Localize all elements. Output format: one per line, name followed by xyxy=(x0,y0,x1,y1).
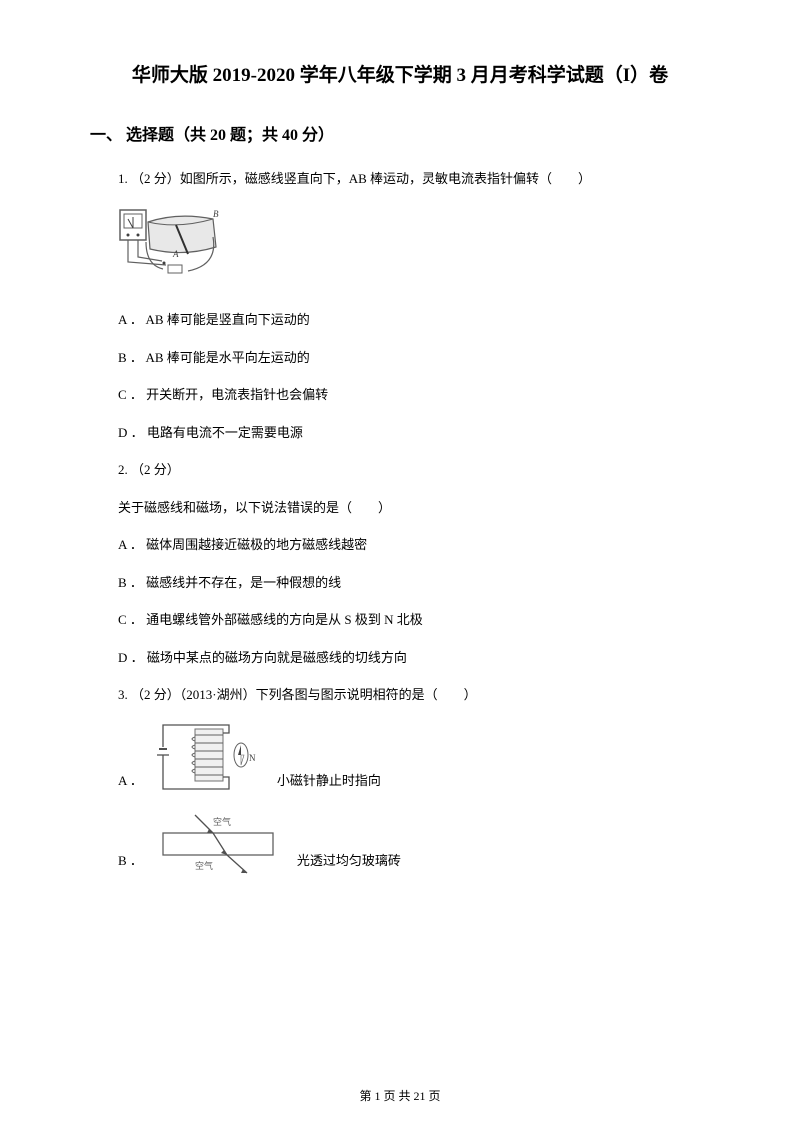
q3-option-a-text: 小磁针静止时指向 xyxy=(277,771,381,791)
svg-text:空气: 空气 xyxy=(213,816,231,827)
question-1: 1. （2 分）如图所示，磁感线竖直向下，AB 棒运动，灵敏电流表指针偏转（ ）… xyxy=(118,169,710,442)
page-footer: 第 1 页 共 21 页 xyxy=(0,1087,800,1104)
q2-stem-num: 2. （2 分） xyxy=(118,460,710,480)
q3-option-a-prefix: A ． xyxy=(118,771,143,791)
q1-option-a: A ． AB 棒可能是竖直向下运动的 xyxy=(118,310,710,330)
q3-option-b-prefix: B ． xyxy=(118,851,143,871)
light-refraction-glass-icon: 空气 空气 xyxy=(155,813,285,875)
q2-option-c: C ． 通电螺线管外部磁感线的方向是从 S 极到 N 北极 xyxy=(118,610,710,630)
page-title: 华师大版 2019-2020 学年八年级下学期 3 月月考科学试题（I）卷 xyxy=(90,60,710,87)
q1-stem: 1. （2 分）如图所示，磁感线竖直向下，AB 棒运动，灵敏电流表指针偏转（ ） xyxy=(118,169,710,189)
q1-figure: B A xyxy=(118,207,710,293)
q3-option-b-text: 光透过均匀玻璃砖 xyxy=(297,851,401,871)
svg-text:B: B xyxy=(213,209,219,219)
q2-option-a: A ． 磁体周围越接近磁极的地方磁感线越密 xyxy=(118,535,710,555)
svg-text:N: N xyxy=(249,753,256,763)
question-3: 3. （2 分）（2013·湖州）下列各图与图示说明相符的是（ ） A ． N xyxy=(118,685,710,875)
electromagnetic-induction-icon: B A xyxy=(118,207,238,287)
q3-option-a-row: A ． N 小磁针静止时指向 xyxy=(118,723,710,795)
svg-text:空气: 空气 xyxy=(195,860,213,871)
q1-option-d: D ． 电路有电流不一定需要电源 xyxy=(118,423,710,443)
q2-option-b: B ． 磁感线并不存在，是一种假想的线 xyxy=(118,573,710,593)
section-header: 一、 选择题（共 20 题；共 40 分） xyxy=(90,121,710,145)
q1-option-c: C ． 开关断开，电流表指针也会偏转 xyxy=(118,385,710,405)
question-2: 2. （2 分） 关于磁感线和磁场，以下说法错误的是（ ） A ． 磁体周围越接… xyxy=(118,460,710,667)
solenoid-compass-icon: N xyxy=(155,723,265,795)
q3-stem: 3. （2 分）（2013·湖州）下列各图与图示说明相符的是（ ） xyxy=(118,685,710,705)
svg-text:A: A xyxy=(172,249,179,259)
q2-option-d: D ． 磁场中某点的磁场方向就是磁感线的切线方向 xyxy=(118,648,710,668)
q3-option-b-row: B ． 空气 空气 光透过均匀玻璃砖 xyxy=(118,813,710,875)
q2-stem-text: 关于磁感线和磁场，以下说法错误的是（ ） xyxy=(118,498,710,518)
q1-option-b: B ． AB 棒可能是水平向左运动的 xyxy=(118,348,710,368)
